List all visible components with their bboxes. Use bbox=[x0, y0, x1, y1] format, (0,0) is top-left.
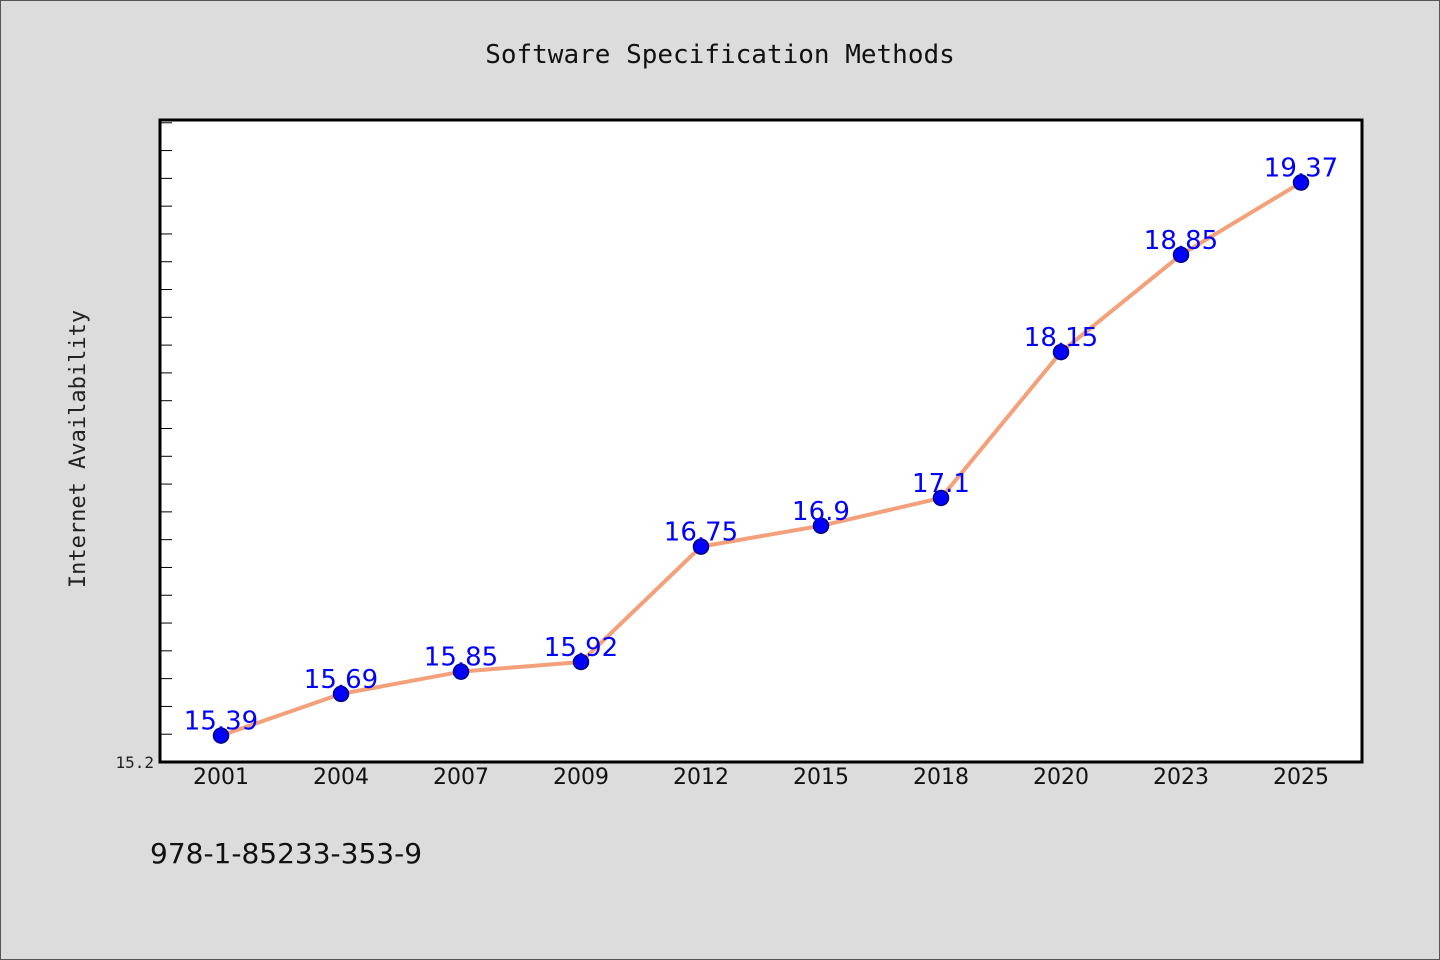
data-point bbox=[572, 653, 590, 671]
data-label: 19.37 bbox=[1264, 154, 1338, 184]
data-label: 15.85 bbox=[424, 643, 498, 673]
x-tick-label: 2012 bbox=[673, 765, 729, 790]
data-point bbox=[452, 663, 470, 680]
y-tick-labels: 15.2 bbox=[115, 753, 154, 772]
data-point bbox=[1292, 174, 1310, 191]
x-tick-labels: 2001 2004 2007 2009 2012 2015 2018 2020 2023 2025 bbox=[193, 765, 1329, 790]
x-tick-label: 2025 bbox=[1273, 765, 1329, 790]
x-tick-label: 2009 bbox=[553, 765, 609, 790]
data-point bbox=[1052, 343, 1070, 361]
x-tick-label: 2023 bbox=[1153, 765, 1209, 790]
data-label: 16.75 bbox=[664, 518, 738, 548]
series-group bbox=[212, 174, 1310, 744]
data-labels: 15.39 15.69 15.85 15.92 16.75 16.9 17.1 18.15 18… bbox=[184, 154, 1338, 737]
x-tick-label: 2020 bbox=[1033, 765, 1089, 790]
y-axis-label: Internet Availability bbox=[66, 310, 91, 588]
data-label: 18.15 bbox=[1024, 323, 1098, 353]
x-tick-label: 2015 bbox=[793, 765, 849, 790]
y-tick-label: 15.2 bbox=[115, 753, 154, 772]
x-tick-label: 2007 bbox=[433, 765, 489, 790]
data-label: 15.39 bbox=[184, 707, 258, 737]
data-label: 18.85 bbox=[1144, 226, 1218, 256]
data-label: 15.69 bbox=[304, 665, 378, 695]
y-tick-marks bbox=[160, 122, 172, 763]
data-point bbox=[692, 538, 710, 555]
data-point bbox=[1172, 246, 1190, 264]
isbn-footer: 978-1-85233-353-9 bbox=[150, 837, 422, 870]
x-tick-label: 2004 bbox=[313, 765, 369, 790]
chart-title: Software Specification Methods bbox=[485, 40, 955, 70]
data-point bbox=[812, 517, 830, 535]
data-label: 16.9 bbox=[792, 497, 850, 527]
series-line bbox=[220, 180, 1303, 738]
data-point bbox=[932, 489, 950, 507]
x-tick-label: 2018 bbox=[913, 765, 969, 790]
data-point bbox=[212, 727, 230, 744]
plot-frame bbox=[158, 118, 1364, 764]
x-tick-label: 2001 bbox=[193, 765, 249, 790]
data-label: 17.1 bbox=[912, 469, 970, 499]
data-point bbox=[332, 685, 350, 703]
plot-area bbox=[160, 120, 1362, 762]
data-label: 15.92 bbox=[544, 633, 618, 663]
